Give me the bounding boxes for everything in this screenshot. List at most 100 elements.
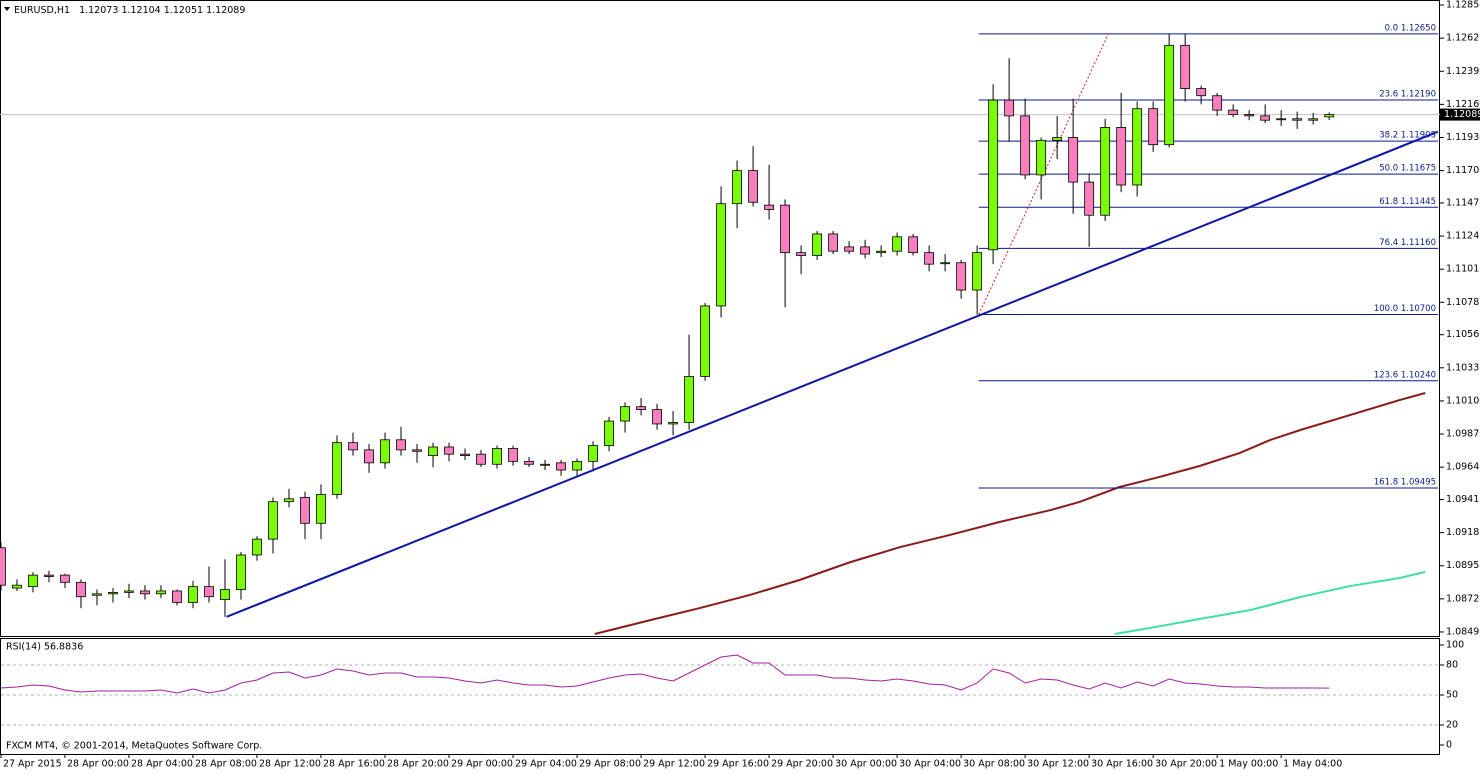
candle-body	[284, 498, 294, 503]
candle-body	[1164, 44, 1175, 146]
y-tick-label: 1.12620	[1446, 33, 1480, 44]
fib-base-line	[978, 33, 1109, 315]
fib-label: 100.0 1.10700	[1374, 304, 1436, 314]
y-tick-label: 1.10100	[1446, 395, 1480, 406]
candle-body	[204, 586, 214, 598]
candle-body	[28, 574, 38, 588]
candle-body	[140, 590, 150, 595]
candle-body	[220, 589, 230, 600]
y-tick-label: 1.09185	[1446, 527, 1480, 538]
x-tick-label: 27 Apr 2015	[3, 759, 62, 770]
candle-body	[380, 439, 390, 464]
y-tick-label: 1.09640	[1446, 462, 1480, 473]
x-tick-label: 28 Apr 04:00	[131, 759, 193, 770]
rsi-tick-label: 0	[1446, 740, 1452, 751]
candle-body	[636, 406, 646, 410]
candle-body	[300, 496, 310, 524]
candle-body	[604, 420, 614, 446]
candle-body	[748, 170, 758, 203]
candle-body	[44, 574, 54, 577]
candle-body	[556, 462, 566, 471]
candle-body	[716, 203, 726, 307]
rsi-line	[0, 654, 1330, 694]
candle-body	[1004, 99, 1015, 117]
y-tick-label: 1.10785	[1446, 297, 1480, 308]
x-tick-label: 28 Apr 00:00	[67, 759, 129, 770]
candle-body	[956, 262, 967, 291]
price-label: 1.12089	[1444, 109, 1480, 120]
x-tick-label: 30 Apr 08:00	[963, 759, 1025, 770]
candle-body	[892, 236, 903, 252]
candle-body	[1036, 139, 1047, 176]
candle-body	[124, 590, 134, 593]
candle-body	[700, 305, 710, 377]
x-tick-label: 30 Apr 04:00	[899, 759, 961, 770]
x-tick-label: 29 Apr 08:00	[579, 759, 641, 770]
y-tick-label: 1.08495	[1446, 626, 1480, 637]
candle-body	[460, 453, 470, 457]
high: 1.12104	[121, 5, 160, 16]
candle-body	[1244, 114, 1255, 117]
x-tick-label: 29 Apr 16:00	[707, 759, 769, 770]
candle-body	[652, 409, 662, 425]
candle-body	[812, 233, 822, 256]
rsi-tick-label: 20	[1446, 720, 1458, 731]
candle-body	[796, 252, 806, 256]
candle-body	[348, 442, 358, 451]
y-tick-label: 1.10330	[1446, 362, 1480, 373]
y-tick-label: 1.08955	[1446, 560, 1480, 571]
y-tick-label: 1.12390	[1446, 66, 1480, 77]
y-tick-label: 1.09415	[1446, 494, 1480, 505]
fib-label: 161.8 1.09495	[1374, 478, 1436, 488]
fib-label: 38.2 1.11905	[1379, 131, 1436, 141]
candle-body	[1084, 181, 1095, 216]
candle-body	[1228, 109, 1239, 115]
x-tick-label: 28 Apr 20:00	[387, 759, 449, 770]
moving-average	[1114, 570, 1426, 635]
candle-body	[780, 204, 790, 254]
candle-body	[924, 252, 935, 265]
candle-body	[316, 494, 326, 524]
x-tick-label: 30 Apr 16:00	[1091, 759, 1153, 770]
symbol: EURUSD,H1	[14, 5, 70, 16]
x-tick-label: 28 Apr 16:00	[323, 759, 385, 770]
footer: FXCM MT4, © 2001-2014, MetaQuotes Softwa…	[6, 741, 262, 752]
candle-body	[156, 590, 166, 595]
candle-body	[828, 233, 838, 252]
fib-label: 23.6 1.12190	[1379, 90, 1436, 100]
x-tick-label: 29 Apr 12:00	[643, 759, 705, 770]
close: 1.12089	[206, 5, 245, 16]
candle-body	[572, 460, 582, 471]
candle-body	[0, 547, 6, 586]
y-tick-label: 1.11475	[1446, 197, 1480, 208]
fib-label: 0.0 1.12650	[1385, 23, 1436, 33]
candle-body	[1260, 115, 1271, 121]
candle-body	[396, 439, 406, 451]
candle-body	[76, 581, 86, 598]
candle-body	[668, 422, 678, 425]
rsi-tick-label: 100	[1446, 640, 1464, 651]
candle-body	[60, 574, 70, 583]
candle-body	[540, 463, 550, 466]
low: 1.12051	[164, 5, 203, 16]
candle-body	[1292, 118, 1303, 121]
price-label-box	[1440, 108, 1480, 121]
candle-body	[1180, 44, 1191, 89]
candle-body	[172, 590, 182, 603]
candle-body	[492, 448, 502, 465]
candle-body	[92, 593, 102, 596]
candle-body	[236, 554, 246, 590]
y-tick-label: 1.12160	[1446, 99, 1480, 110]
candle-body	[844, 246, 855, 252]
x-tick-label: 29 Apr 20:00	[771, 759, 833, 770]
candle-body	[412, 449, 422, 452]
candle-body	[12, 584, 22, 589]
open: 1.12073	[79, 5, 118, 16]
candle-body	[764, 204, 774, 210]
x-tick-label: 30 Apr 12:00	[1027, 759, 1089, 770]
candle-body	[444, 446, 454, 455]
candle-body	[1052, 137, 1063, 141]
x-tick-label: 28 Apr 12:00	[259, 759, 321, 770]
